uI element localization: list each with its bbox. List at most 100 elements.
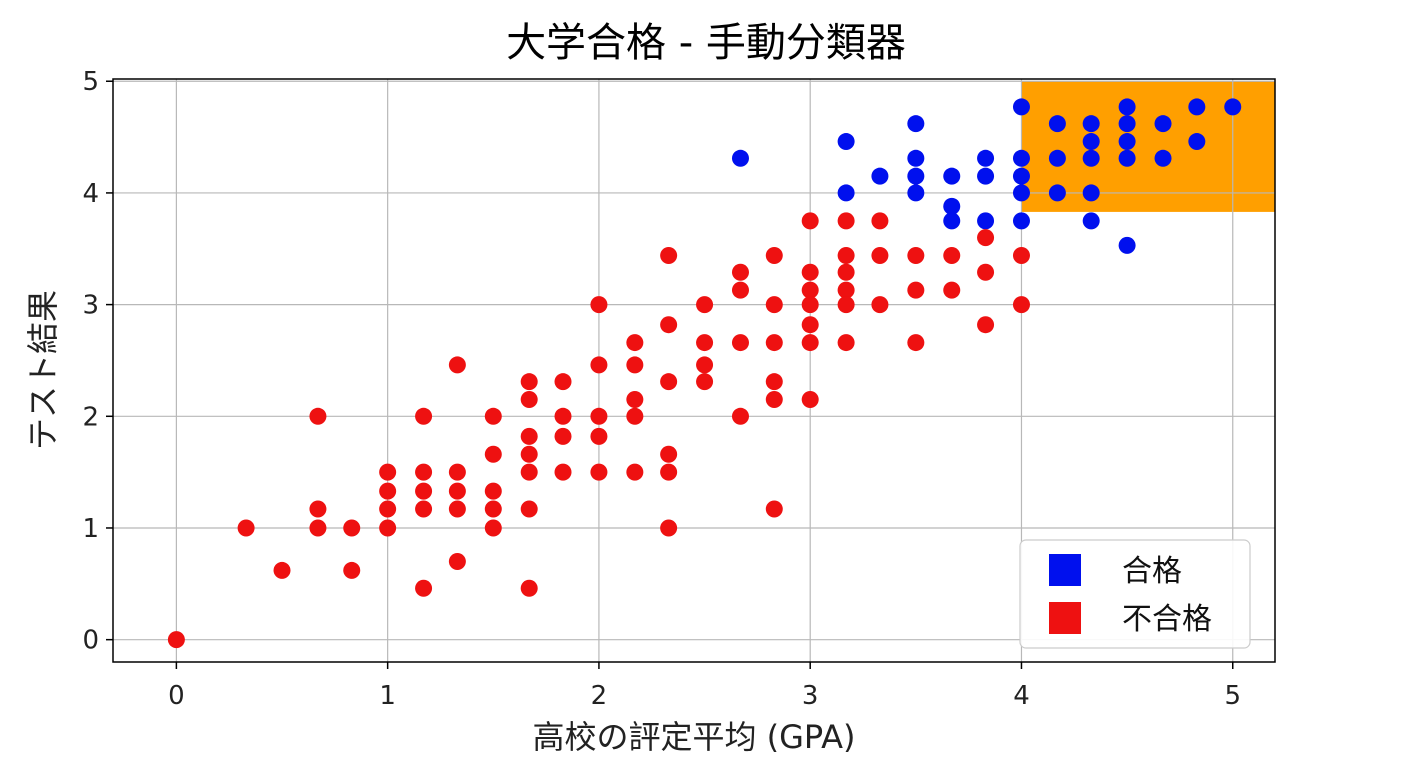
fail-point [415,500,433,518]
fail-point [448,356,466,374]
pass-point [1118,236,1136,254]
fail-point [943,281,961,299]
fail-point [907,334,925,352]
fail-point [837,246,855,264]
y-tick-label: 2 [82,402,99,432]
tick-marks [106,80,1234,669]
x-tick-label: 1 [379,681,396,711]
fail-point [309,407,327,425]
fail-point [626,407,644,425]
chart-title: 大学合格 - 手動分類器 [506,20,906,66]
fail-point [1012,246,1030,264]
fail-point [837,296,855,314]
fail-point [167,631,185,649]
fail-point [484,519,502,537]
pass-point [977,149,995,167]
fail-point [626,356,644,374]
pass-point [977,167,995,185]
x-tick-label: 3 [802,681,819,711]
fail-point [731,334,749,352]
fail-point [554,407,572,425]
series-fail [167,212,1030,649]
fail-point [660,373,678,391]
fail-point [801,316,819,334]
fail-point [801,281,819,299]
pass-point [1048,115,1066,133]
pass-point [837,184,855,202]
pass-point [1188,133,1206,151]
fail-point [379,500,397,518]
pass-point [943,197,961,215]
fail-point [484,445,502,463]
fail-point [837,334,855,352]
pass-point [1082,133,1100,151]
fail-point [554,427,572,445]
fail-point [520,391,538,409]
fail-point [801,263,819,281]
x-tick-label: 5 [1224,681,1241,711]
pass-point [907,115,925,133]
fail-point [765,391,783,409]
fail-point [484,407,502,425]
legend: 合格 不合格 [1019,539,1251,649]
pass-point [943,212,961,230]
fail-point [379,519,397,537]
pass-point [837,133,855,151]
pass-point [1118,133,1136,151]
fail-point [907,281,925,299]
fail-point [520,445,538,463]
fail-point [415,463,433,481]
fail-point [977,229,995,247]
pass-point [1012,212,1030,230]
fail-point [520,500,538,518]
y-tick-label: 5 [82,67,99,97]
pass-point [1082,149,1100,167]
pass-point [1082,115,1100,133]
y-tick-label: 0 [82,626,99,656]
fail-point [977,263,995,281]
pass-point [943,167,961,185]
fail-point [626,463,644,481]
fail-point [977,316,995,334]
pass-point [907,149,925,167]
fail-point [590,463,608,481]
fail-point [871,212,889,230]
y-axis-label: テスト結果 [24,290,62,450]
pass-point [907,167,925,185]
fail-point [660,445,678,463]
pass-point [1012,184,1030,202]
fail-point [554,373,572,391]
fail-point [801,212,819,230]
fail-point [765,296,783,314]
x-tick-label: 2 [591,681,608,711]
data-points [167,98,1242,649]
pass-point [1118,115,1136,133]
fail-point [696,334,714,352]
pass-point [1154,149,1172,167]
pass-point [907,184,925,202]
fail-point [837,281,855,299]
fail-point [765,500,783,518]
fail-point [1012,296,1030,314]
pass-point [1012,98,1030,116]
fail-point [871,246,889,264]
fail-point [871,296,889,314]
legend-label-pass: 合格 [1122,554,1182,589]
fail-point [590,427,608,445]
pass-point [1154,115,1172,133]
pass-point [1082,212,1100,230]
fail-point [273,561,291,579]
pass-point [1012,149,1030,167]
fail-point [626,334,644,352]
fail-point [448,482,466,500]
fail-point [448,500,466,518]
legend-label-fail: 不合格 [1122,602,1212,637]
fail-point [237,519,255,537]
fail-point [415,579,433,597]
series-pass [731,98,1242,254]
fail-point [801,296,819,314]
pass-point [1082,184,1100,202]
fail-point [907,246,925,264]
pass-point [1048,149,1066,167]
